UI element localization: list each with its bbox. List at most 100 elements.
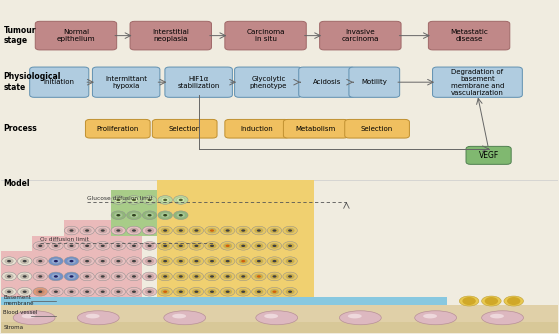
Circle shape [257,275,261,278]
FancyBboxPatch shape [466,146,511,164]
Circle shape [173,196,188,204]
Circle shape [210,260,214,262]
Circle shape [158,272,172,281]
FancyBboxPatch shape [433,67,522,97]
Ellipse shape [264,314,278,318]
Circle shape [21,289,29,294]
Circle shape [192,289,201,294]
Circle shape [85,291,89,293]
Circle shape [114,289,122,294]
Circle shape [257,229,261,232]
Circle shape [177,197,185,202]
Circle shape [127,226,141,235]
Circle shape [462,297,476,305]
Circle shape [158,241,172,250]
Circle shape [23,291,27,293]
Circle shape [173,241,188,250]
Circle shape [173,287,188,296]
Ellipse shape [256,311,297,325]
Circle shape [143,196,157,204]
Circle shape [69,244,74,247]
Circle shape [21,259,29,264]
Text: Induction: Induction [241,126,273,132]
Circle shape [161,259,169,264]
Circle shape [286,259,294,264]
Circle shape [163,244,167,247]
Circle shape [220,272,235,281]
Circle shape [64,241,79,250]
Circle shape [252,272,266,281]
Circle shape [7,260,11,262]
Circle shape [224,274,232,279]
Bar [126,190,142,235]
Bar [32,235,48,297]
Circle shape [143,226,157,235]
Circle shape [132,291,136,293]
Circle shape [96,272,110,281]
Circle shape [173,257,188,266]
Circle shape [241,260,245,262]
FancyBboxPatch shape [165,67,233,97]
Circle shape [283,226,297,235]
Circle shape [98,274,107,279]
Circle shape [36,259,45,264]
Circle shape [96,241,110,250]
Ellipse shape [459,296,479,306]
Ellipse shape [490,314,504,318]
Circle shape [54,275,58,278]
Circle shape [485,297,498,305]
FancyBboxPatch shape [35,21,117,50]
Circle shape [7,275,11,278]
Circle shape [239,289,248,294]
Text: Basement
membrane: Basement membrane [3,296,34,306]
Circle shape [143,257,157,266]
Circle shape [163,291,167,293]
Circle shape [210,229,214,232]
Circle shape [283,272,297,281]
Circle shape [272,275,277,278]
Circle shape [239,228,248,233]
Circle shape [288,260,292,262]
Circle shape [127,287,141,296]
Ellipse shape [339,311,381,325]
Ellipse shape [415,311,457,325]
Circle shape [208,228,216,233]
Circle shape [286,274,294,279]
Circle shape [283,241,297,250]
FancyBboxPatch shape [225,120,290,138]
Circle shape [226,244,230,247]
Bar [1,305,558,333]
Text: Process: Process [3,124,37,133]
Circle shape [83,274,91,279]
Circle shape [189,241,203,250]
Circle shape [192,259,201,264]
Circle shape [67,289,75,294]
Circle shape [130,197,138,202]
Circle shape [257,260,261,262]
Circle shape [226,291,230,293]
Circle shape [96,226,110,235]
Circle shape [5,274,13,279]
Circle shape [69,260,74,262]
Circle shape [179,260,183,262]
Circle shape [85,275,89,278]
FancyBboxPatch shape [153,120,217,138]
Circle shape [205,257,219,266]
Circle shape [220,241,235,250]
Text: Intermittant
hypoxia: Intermittant hypoxia [105,76,147,89]
Circle shape [33,241,48,250]
Circle shape [161,228,169,233]
Circle shape [208,243,216,248]
Bar [48,235,64,297]
Circle shape [98,228,107,233]
FancyBboxPatch shape [283,120,348,138]
Circle shape [148,260,151,262]
Circle shape [205,287,219,296]
Circle shape [36,274,45,279]
Text: Model: Model [3,179,30,188]
Circle shape [208,259,216,264]
Circle shape [177,274,185,279]
Circle shape [271,289,279,294]
Circle shape [236,287,250,296]
Text: Degradation of
basement
membrane and
vascularization: Degradation of basement membrane and vas… [451,69,504,96]
